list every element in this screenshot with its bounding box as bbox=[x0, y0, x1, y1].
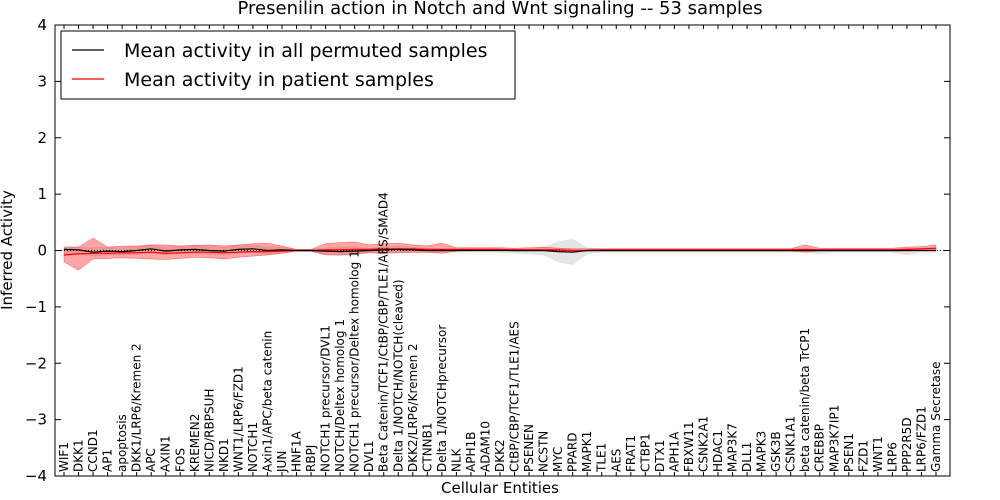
x-category-label: Beta Catenin/TCF1/CtBP/CBP/TLE1/AES/SMAD… bbox=[377, 192, 391, 472]
x-category-label: WNT1/LRP6/FZD1 bbox=[231, 366, 245, 472]
x-category-label: CCND1 bbox=[86, 429, 100, 472]
y-axis: −4 −3 −2 −1 0 1 2 3 4 bbox=[25, 16, 950, 485]
chart-title: Presenilin action in Notch and Wnt signa… bbox=[238, 0, 763, 19]
legend-box bbox=[60, 30, 516, 100]
x-category-label: WNT1 bbox=[871, 436, 885, 472]
legend: Mean activity in all permuted samples Me… bbox=[60, 30, 516, 100]
x-category-label: DKK1/LRP6/Kremen 2 bbox=[130, 343, 144, 472]
series-lines bbox=[55, 247, 950, 256]
x-category-label: MAPK3 bbox=[755, 431, 769, 472]
legend-label-permuted: Mean activity in all permuted samples bbox=[124, 40, 487, 62]
y-tick-label: −3 bbox=[25, 411, 47, 429]
x-category-label: LRP6/FZD1 bbox=[915, 406, 929, 472]
x-category-label: DLL1 bbox=[740, 442, 754, 472]
x-category-label: CREBBP bbox=[813, 424, 827, 472]
x-category-label: DKK2/LRP6/Kremen 2 bbox=[406, 343, 420, 472]
y-tick-label: 3 bbox=[37, 72, 47, 90]
y-axis-label: Inferred Activity bbox=[0, 190, 16, 310]
plot-area bbox=[55, 237, 950, 271]
x-category-label: AXIN1 bbox=[159, 435, 173, 472]
x-category-label: ADAM10 bbox=[479, 421, 493, 472]
x-category-label: FBXW11 bbox=[682, 422, 696, 473]
x-category-label: NKD1 bbox=[217, 438, 231, 472]
x-category-label: FRAT1 bbox=[624, 435, 638, 472]
x-category-label: HDAC1 bbox=[711, 430, 725, 472]
x-category-label: NICD/RBPSUH bbox=[202, 389, 216, 472]
x-category-label: AES bbox=[609, 449, 623, 472]
x-category-label: NOTCH1 precursor/Deltex homolog 1 bbox=[348, 250, 362, 472]
x-category-label: RBPJ bbox=[304, 445, 318, 472]
y-tick-label: 2 bbox=[37, 129, 47, 147]
x-category-label: Delta 1/NOTCH/NOTCH(cleaved) bbox=[391, 279, 405, 472]
x-category-label: PSENEN bbox=[522, 424, 536, 472]
y-tick-label: −1 bbox=[25, 298, 47, 316]
x-category-label: FOS bbox=[173, 448, 187, 472]
x-category-label: GSK3B bbox=[769, 431, 783, 472]
x-category-label: APH1A bbox=[667, 431, 681, 472]
x-category-label: DKK1 bbox=[72, 439, 86, 472]
x-category-label: CTNNB1 bbox=[420, 422, 434, 472]
x-axis: WIF1 DKK1 CCND1 AP1 apoptosis DKK1/LRP6/Kreme… bbox=[57, 25, 943, 476]
x-category-label: CtBP/CBP/TCF1/TLE1/AES bbox=[508, 321, 522, 472]
x-category-label: CSNK1A1 bbox=[784, 416, 798, 472]
x-category-label: MAPK1 bbox=[580, 431, 594, 472]
x-category-label: apoptosis bbox=[115, 414, 129, 472]
x-category-label: DKK2 bbox=[493, 439, 507, 472]
x-category-label: Gamma Secretase bbox=[929, 361, 943, 472]
x-category-label: JUN bbox=[275, 451, 289, 473]
x-category-label: MAP3K7IP1 bbox=[827, 405, 841, 472]
x-category-label: AP1 bbox=[101, 449, 115, 472]
x-category-label: FZD1 bbox=[856, 440, 870, 472]
x-category-label: PSEN1 bbox=[842, 433, 856, 472]
x-category-label: LRP6 bbox=[885, 442, 899, 472]
y-tick-label: 0 bbox=[37, 242, 47, 260]
x-category-label: MYC bbox=[551, 447, 565, 472]
x-category-label: PPP2R5D bbox=[900, 417, 914, 472]
x-category-label: APC bbox=[144, 448, 158, 472]
series-line-0 bbox=[63, 248, 936, 253]
x-category-label: DVL1 bbox=[362, 440, 376, 472]
x-category-label: NOTCH1 bbox=[246, 422, 260, 472]
x-category-label: MAP3K7 bbox=[726, 423, 740, 472]
x-category-label: HNF1A bbox=[290, 430, 304, 472]
y-tick-label: 4 bbox=[37, 16, 47, 34]
x-category-label: WIF1 bbox=[57, 442, 71, 472]
x-category-label: CTBP1 bbox=[638, 433, 652, 472]
y-tick-label: 1 bbox=[37, 185, 47, 203]
x-category-label: TLE1 bbox=[595, 443, 609, 473]
x-category-label: CSNK2A1 bbox=[697, 416, 711, 472]
y-tick-label: −4 bbox=[25, 467, 47, 485]
x-category-label: NOTCH/Deltex homolog 1 bbox=[333, 319, 347, 472]
x-category-label: Delta 1/NOTCHprecursor bbox=[435, 325, 449, 472]
x-category-label: NOTCH1 precursor/DVL1 bbox=[319, 325, 333, 472]
x-axis-label: Cellular Entities bbox=[441, 479, 559, 497]
x-category-label: KREMEN2 bbox=[188, 414, 202, 472]
x-category-label: beta catenin/beta TrCP1 bbox=[798, 328, 812, 472]
x-category-label: NCSTN bbox=[537, 431, 551, 472]
x-category-label: DTX1 bbox=[653, 440, 667, 472]
x-category-label: NLK bbox=[449, 447, 463, 472]
x-category-label: PPARD bbox=[566, 433, 580, 473]
y-tick-label: −2 bbox=[25, 354, 47, 372]
x-category-label: Axin1/APC/beta catenin bbox=[261, 331, 275, 472]
band-series-0 bbox=[63, 238, 937, 265]
legend-label-patient: Mean activity in patient samples bbox=[124, 69, 434, 91]
x-category-label: APH1B bbox=[464, 432, 478, 472]
